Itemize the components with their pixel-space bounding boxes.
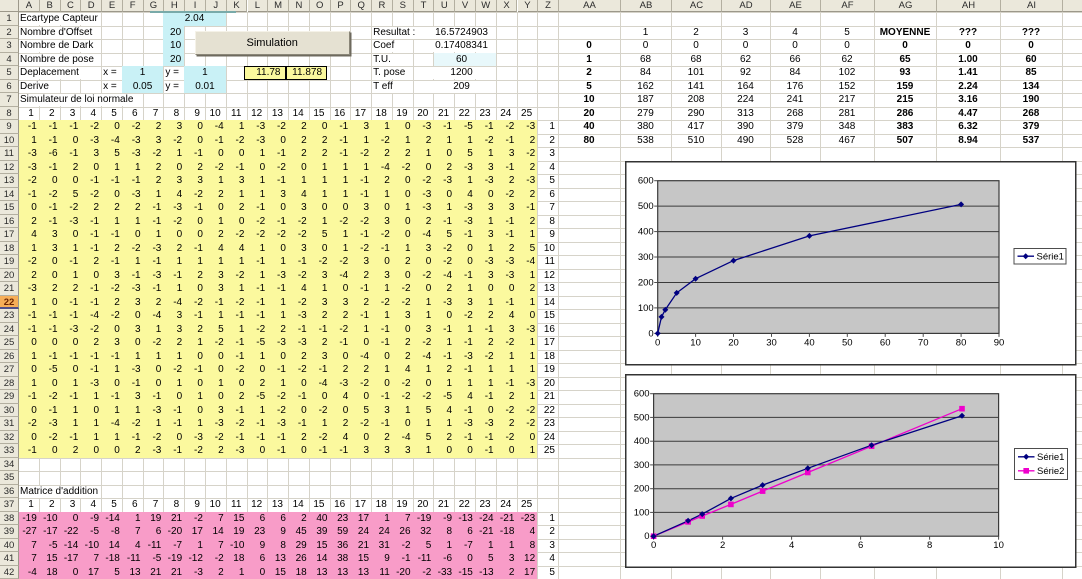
svg-text:500: 500 — [638, 201, 654, 212]
svg-text:50: 50 — [842, 337, 853, 348]
svg-text:0: 0 — [651, 540, 656, 551]
svg-text:100: 100 — [634, 507, 650, 518]
svg-text:2: 2 — [720, 540, 725, 551]
svg-text:6: 6 — [858, 540, 863, 551]
svg-text:4: 4 — [789, 540, 794, 551]
svg-text:Série1: Série1 — [1037, 452, 1064, 463]
svg-text:600: 600 — [634, 389, 650, 400]
svg-text:500: 500 — [634, 412, 650, 423]
svg-text:0: 0 — [648, 328, 653, 339]
svg-text:Série1: Série1 — [1037, 252, 1064, 263]
svg-text:0: 0 — [655, 337, 660, 348]
svg-text:300: 300 — [638, 252, 654, 263]
svg-text:80: 80 — [956, 337, 967, 348]
svg-text:70: 70 — [918, 337, 929, 348]
svg-text:40: 40 — [804, 337, 815, 348]
svg-text:300: 300 — [634, 460, 650, 471]
svg-text:60: 60 — [880, 337, 891, 348]
svg-text:0: 0 — [644, 531, 649, 542]
svg-text:400: 400 — [638, 227, 654, 238]
svg-text:90: 90 — [994, 337, 1005, 348]
svg-text:20: 20 — [728, 337, 739, 348]
svg-text:10: 10 — [993, 540, 1004, 551]
svg-text:400: 400 — [634, 436, 650, 447]
svg-text:30: 30 — [766, 337, 777, 348]
svg-text:200: 200 — [638, 278, 654, 289]
svg-text:200: 200 — [634, 484, 650, 495]
svg-text:600: 600 — [638, 176, 654, 187]
svg-text:10: 10 — [690, 337, 701, 348]
svg-text:8: 8 — [927, 540, 932, 551]
svg-text:Série2: Série2 — [1037, 466, 1064, 477]
svg-text:100: 100 — [638, 303, 654, 314]
